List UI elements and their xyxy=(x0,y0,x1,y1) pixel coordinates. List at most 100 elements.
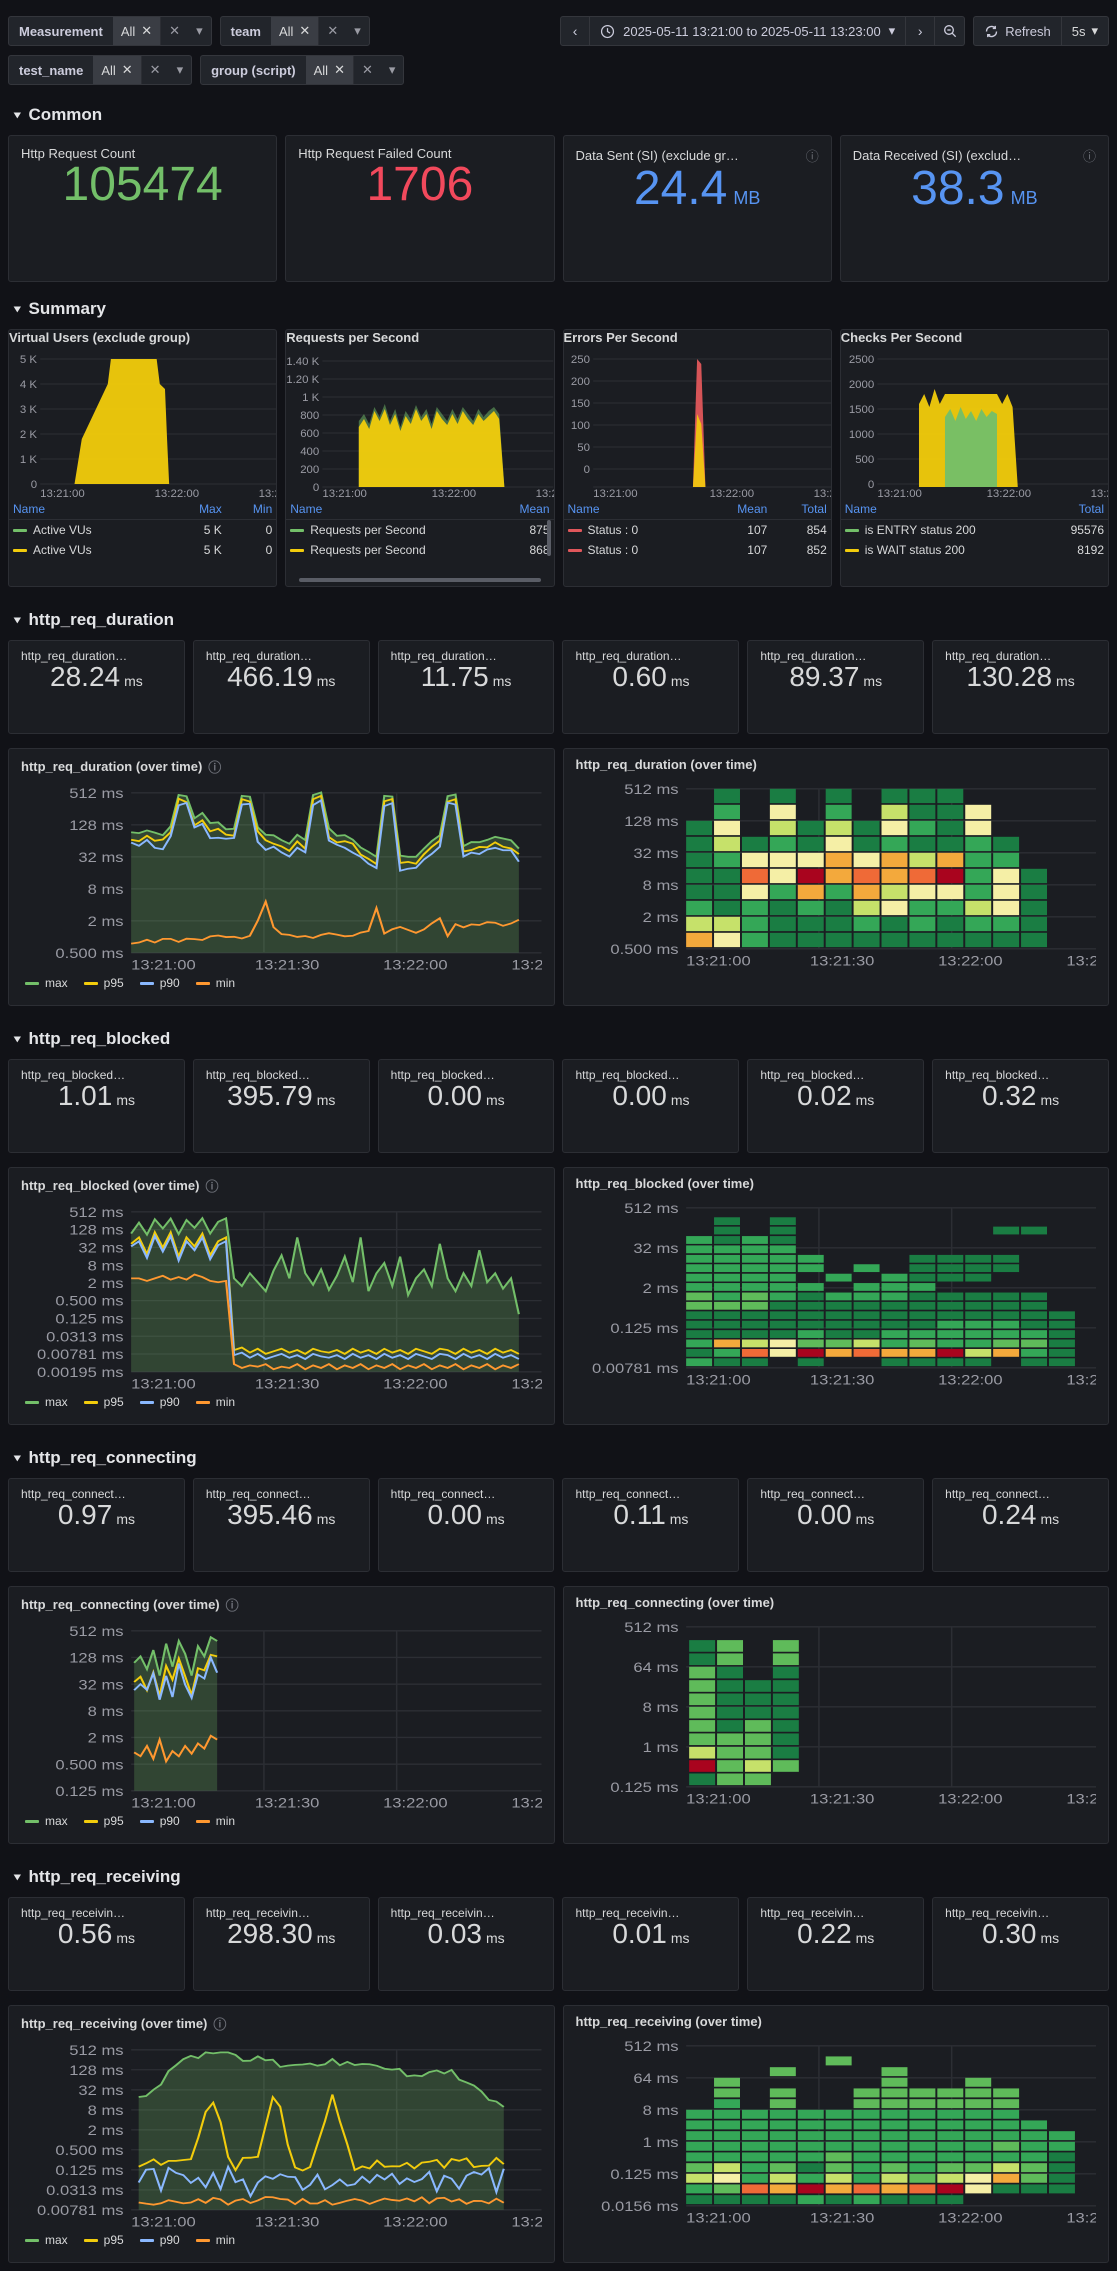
svg-text:512 ms: 512 ms xyxy=(69,786,124,802)
svg-text:0.0156 ms: 0.0156 ms xyxy=(601,2199,679,2215)
svg-text:64 ms: 64 ms xyxy=(633,1660,678,1676)
svg-text:0.00781 ms: 0.00781 ms xyxy=(591,1361,678,1377)
svg-text:13:21:30: 13:21:30 xyxy=(809,954,874,968)
svg-text:1000: 1000 xyxy=(849,429,874,441)
svg-text:13:22:30: 13:22:30 xyxy=(511,2215,541,2229)
svg-text:8 ms: 8 ms xyxy=(642,878,678,894)
svg-text:512 ms: 512 ms xyxy=(69,2043,124,2059)
svg-text:0.500 ms: 0.500 ms xyxy=(55,2143,124,2159)
svg-text:13:21:00: 13:21:00 xyxy=(131,2215,196,2229)
svg-text:13:21:30: 13:21:30 xyxy=(255,958,320,972)
svg-text:2 ms: 2 ms xyxy=(642,910,678,926)
svg-text:8 ms: 8 ms xyxy=(642,2103,678,2119)
svg-text:0.00781 ms: 0.00781 ms xyxy=(37,1347,124,1363)
svg-text:512 ms: 512 ms xyxy=(624,782,679,798)
svg-text:13:21:00: 13:21:00 xyxy=(131,1796,196,1810)
svg-text:0: 0 xyxy=(583,464,589,476)
svg-text:13:21:30: 13:21:30 xyxy=(255,2215,320,2229)
svg-text:128 ms: 128 ms xyxy=(69,1651,124,1667)
svg-text:0.00195 ms: 0.00195 ms xyxy=(37,1365,124,1381)
svg-text:13:21:00: 13:21:00 xyxy=(593,488,638,499)
svg-text:13:22:00: 13:22:00 xyxy=(938,2211,1003,2225)
svg-text:13:21:30: 13:21:30 xyxy=(809,1792,874,1806)
svg-text:0.500 ms: 0.500 ms xyxy=(55,1757,124,1773)
svg-text:128 ms: 128 ms xyxy=(69,2063,124,2079)
svg-text:0.500 ms: 0.500 ms xyxy=(610,942,679,958)
svg-text:0: 0 xyxy=(31,479,37,491)
svg-text:512 ms: 512 ms xyxy=(624,2039,679,2055)
svg-text:2 ms: 2 ms xyxy=(88,1276,124,1292)
svg-text:0.0313 ms: 0.0313 ms xyxy=(46,2183,124,2199)
svg-text:2 ms: 2 ms xyxy=(88,914,124,930)
svg-text:13:22:30: 13:22:30 xyxy=(511,1377,541,1391)
svg-text:32 ms: 32 ms xyxy=(633,1241,678,1257)
svg-text:13:22:30: 13:22:30 xyxy=(1066,2211,1096,2225)
svg-text:32 ms: 32 ms xyxy=(78,850,123,866)
svg-text:0.125 ms: 0.125 ms xyxy=(610,1321,679,1337)
svg-text:8 ms: 8 ms xyxy=(88,882,124,898)
svg-text:2 ms: 2 ms xyxy=(88,2123,124,2139)
svg-text:0: 0 xyxy=(313,482,319,494)
svg-text:13:21:00: 13:21:00 xyxy=(131,1377,196,1391)
svg-text:13:22:00: 13:22:00 xyxy=(383,1377,448,1391)
svg-text:8 ms: 8 ms xyxy=(642,1700,678,1716)
svg-text:0.500 ms: 0.500 ms xyxy=(55,1294,124,1310)
svg-text:500: 500 xyxy=(855,454,874,466)
svg-text:1.20 K: 1.20 K xyxy=(286,374,320,386)
svg-text:200: 200 xyxy=(570,376,589,388)
svg-text:13:22:00: 13:22:00 xyxy=(709,488,754,499)
svg-text:3 K: 3 K xyxy=(20,404,38,416)
svg-text:2000: 2000 xyxy=(849,379,874,391)
svg-text:13:22:30: 13:22:30 xyxy=(1066,1792,1096,1806)
svg-text:0.125 ms: 0.125 ms xyxy=(610,1780,679,1796)
svg-text:0.125 ms: 0.125 ms xyxy=(55,1312,124,1328)
svg-text:13:23:: 13:23: xyxy=(259,488,277,499)
svg-text:0.125 ms: 0.125 ms xyxy=(55,1784,124,1800)
svg-text:1.40 K: 1.40 K xyxy=(286,356,320,368)
svg-text:13:23:: 13:23: xyxy=(1090,488,1108,499)
svg-text:13:21:00: 13:21:00 xyxy=(686,1373,751,1387)
svg-text:13:22:00: 13:22:00 xyxy=(383,1796,448,1810)
svg-text:13:22:00: 13:22:00 xyxy=(432,488,477,499)
svg-text:8 ms: 8 ms xyxy=(88,1258,124,1274)
svg-text:0.0313 ms: 0.0313 ms xyxy=(46,1329,124,1345)
svg-text:64 ms: 64 ms xyxy=(633,2071,678,2087)
svg-text:13:22:00: 13:22:00 xyxy=(938,1373,1003,1387)
svg-text:1500: 1500 xyxy=(849,404,874,416)
svg-text:1 K: 1 K xyxy=(20,454,38,466)
svg-text:100: 100 xyxy=(570,420,589,432)
svg-text:13:22:30: 13:22:30 xyxy=(511,958,541,972)
svg-text:13:22:00: 13:22:00 xyxy=(383,958,448,972)
svg-text:200: 200 xyxy=(300,464,319,476)
svg-text:8 ms: 8 ms xyxy=(88,2103,124,2119)
svg-text:512 ms: 512 ms xyxy=(69,1205,124,1221)
svg-text:13:21:00: 13:21:00 xyxy=(131,958,196,972)
svg-text:13:23:: 13:23: xyxy=(813,488,831,499)
svg-text:13:23:: 13:23: xyxy=(536,488,554,499)
svg-text:13:21:00: 13:21:00 xyxy=(686,2211,751,2225)
svg-text:13:22:00: 13:22:00 xyxy=(155,488,200,499)
svg-text:400: 400 xyxy=(300,446,319,458)
svg-text:13:21:00: 13:21:00 xyxy=(686,1792,751,1806)
svg-text:250: 250 xyxy=(570,354,589,366)
svg-text:13:21:00: 13:21:00 xyxy=(877,488,922,499)
svg-text:13:22:00: 13:22:00 xyxy=(938,1792,1003,1806)
svg-text:13:22:30: 13:22:30 xyxy=(511,1796,541,1810)
svg-text:512 ms: 512 ms xyxy=(624,1620,679,1636)
svg-text:150: 150 xyxy=(570,398,589,410)
svg-text:13:22:30: 13:22:30 xyxy=(1066,954,1096,968)
svg-text:2500: 2500 xyxy=(849,354,874,366)
svg-text:13:21:30: 13:21:30 xyxy=(255,1377,320,1391)
svg-text:0.125 ms: 0.125 ms xyxy=(55,2163,124,2179)
svg-text:0: 0 xyxy=(868,479,874,491)
svg-text:2 K: 2 K xyxy=(20,429,38,441)
svg-text:1 ms: 1 ms xyxy=(642,1740,678,1756)
svg-text:2 ms: 2 ms xyxy=(642,1281,678,1297)
svg-text:13:21:00: 13:21:00 xyxy=(40,488,85,499)
svg-text:512 ms: 512 ms xyxy=(69,1624,124,1640)
svg-text:8 ms: 8 ms xyxy=(88,1704,124,1720)
svg-text:32 ms: 32 ms xyxy=(78,1241,123,1257)
svg-text:2 ms: 2 ms xyxy=(88,1731,124,1747)
svg-text:13:21:00: 13:21:00 xyxy=(686,954,751,968)
svg-text:13:21:30: 13:21:30 xyxy=(809,2211,874,2225)
